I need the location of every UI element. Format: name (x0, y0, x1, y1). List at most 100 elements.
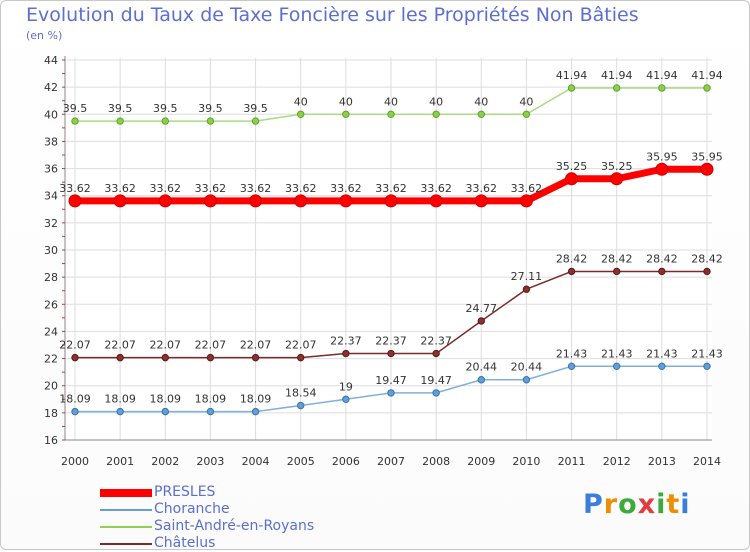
legend-swatch (100, 526, 152, 528)
data-point-presles (519, 194, 533, 208)
data-point-presles (655, 162, 669, 176)
data-label-saint-andre-en-royans: 41.94 (601, 69, 633, 82)
data-label-presles: 33.62 (59, 182, 91, 195)
x-tick-label: 2000 (61, 455, 89, 468)
x-tick-label: 2011 (558, 455, 586, 468)
data-label-saint-andre-en-royans: 40 (384, 95, 398, 108)
data-label-choranche: 21.43 (691, 347, 723, 360)
data-point-saint-andre-en-royans (297, 110, 305, 118)
y-tick-label: 36 (44, 163, 58, 176)
data-point-chatelus (477, 317, 485, 325)
data-point-chatelus (567, 267, 576, 276)
data-label-presles: 35.25 (556, 160, 588, 173)
data-point-choranche (206, 407, 215, 416)
x-tick-label: 2013 (648, 455, 676, 468)
data-point-choranche (116, 407, 124, 416)
data-point-choranche (477, 376, 485, 384)
data-label-choranche: 19.47 (375, 374, 407, 387)
data-label-choranche: 18.54 (285, 387, 317, 400)
data-label-chatelus: 22.07 (59, 339, 91, 352)
data-point-presles (384, 194, 398, 208)
data-label-choranche: 19 (339, 380, 353, 393)
legend-label: Saint-André-en-Royans (154, 518, 315, 534)
x-tick-label: 2006 (332, 455, 360, 468)
data-point-presles (249, 194, 263, 208)
data-point-saint-andre-en-royans (206, 117, 215, 125)
data-label-saint-andre-en-royans: 39.5 (198, 102, 223, 115)
data-point-presles (700, 162, 714, 176)
data-label-choranche: 21.43 (601, 347, 633, 360)
x-tick-label: 2008 (422, 455, 450, 468)
x-tick-label: 2003 (196, 455, 224, 468)
data-label-presles: 35.25 (601, 160, 633, 173)
y-tick-label: 32 (44, 217, 58, 230)
data-point-chatelus (116, 353, 124, 362)
data-label-choranche: 21.43 (556, 347, 588, 360)
data-point-presles (339, 194, 353, 208)
data-label-chatelus: 27.11 (511, 270, 543, 283)
data-label-chatelus: 28.42 (691, 252, 723, 265)
data-label-presles: 33.62 (466, 182, 498, 195)
data-label-saint-andre-en-royans: 40 (474, 95, 488, 108)
data-label-presles: 33.62 (420, 182, 452, 195)
chart-title: Evolution du Taux de Taxe Foncière sur l… (26, 4, 639, 26)
legend-swatch (100, 489, 152, 497)
data-point-choranche (658, 362, 666, 371)
data-label-presles: 35.95 (646, 150, 678, 163)
x-tick-label: 2001 (106, 455, 134, 468)
data-point-choranche (297, 401, 305, 410)
data-label-saint-andre-en-royans: 39.5 (243, 102, 268, 115)
data-label-chatelus: 22.07 (285, 339, 317, 352)
data-point-presles (113, 194, 127, 208)
y-tick-label: 40 (44, 108, 58, 121)
y-tick-label: 42 (44, 81, 58, 94)
data-point-presles (158, 194, 172, 208)
data-point-presles (294, 194, 308, 208)
data-point-choranche (251, 407, 260, 416)
chart-unit: (en %) (26, 29, 63, 42)
data-label-choranche: 19.47 (420, 374, 452, 387)
data-point-chatelus (387, 349, 395, 358)
data-label-chatelus: 28.42 (646, 252, 678, 265)
data-label-presles: 35.95 (691, 150, 723, 163)
data-point-choranche (613, 362, 621, 371)
logo-letter: x (637, 489, 657, 520)
data-point-saint-andre-en-royans (522, 110, 531, 118)
data-point-choranche (703, 362, 711, 371)
data-point-presles (68, 194, 82, 208)
legend-label: Choranche (154, 501, 230, 517)
logo-letter: t (666, 489, 681, 520)
data-point-saint-andre-en-royans (161, 117, 169, 125)
y-tick-label: 18 (44, 407, 58, 420)
data-point-saint-andre-en-royans (387, 110, 395, 118)
data-label-presles: 33.62 (511, 182, 543, 195)
x-tick-label: 2004 (242, 455, 270, 468)
data-label-saint-andre-en-royans: 39.5 (63, 102, 88, 115)
data-label-presles: 33.62 (195, 182, 227, 195)
data-label-saint-andre-en-royans: 39.5 (108, 102, 133, 115)
data-point-saint-andre-en-royans (251, 117, 260, 125)
x-tick-label: 2007 (377, 455, 405, 468)
data-label-choranche: 20.44 (466, 361, 498, 374)
data-label-saint-andre-en-royans: 39.5 (153, 102, 178, 115)
x-tick-label: 2005 (287, 455, 315, 468)
data-point-saint-andre-en-royans (71, 117, 79, 125)
data-label-chatelus: 22.07 (240, 339, 272, 352)
data-point-chatelus (71, 353, 79, 362)
x-tick-label: 2002 (151, 455, 179, 468)
proxiti-logo: Proxiti (583, 489, 691, 520)
logo-letter: o (618, 489, 638, 520)
data-label-choranche: 18.09 (195, 393, 227, 406)
data-label-presles: 33.62 (285, 182, 317, 195)
data-label-chatelus: 22.07 (104, 339, 136, 352)
data-point-chatelus (161, 353, 169, 362)
data-point-chatelus (206, 353, 215, 362)
data-point-choranche (522, 376, 531, 384)
data-label-chatelus: 24.77 (466, 302, 498, 315)
y-tick-label: 16 (44, 434, 58, 447)
data-label-presles: 33.62 (104, 182, 136, 195)
y-tick-label: 24 (44, 325, 58, 338)
y-tick-label: 28 (44, 271, 58, 284)
data-point-saint-andre-en-royans (567, 84, 576, 92)
